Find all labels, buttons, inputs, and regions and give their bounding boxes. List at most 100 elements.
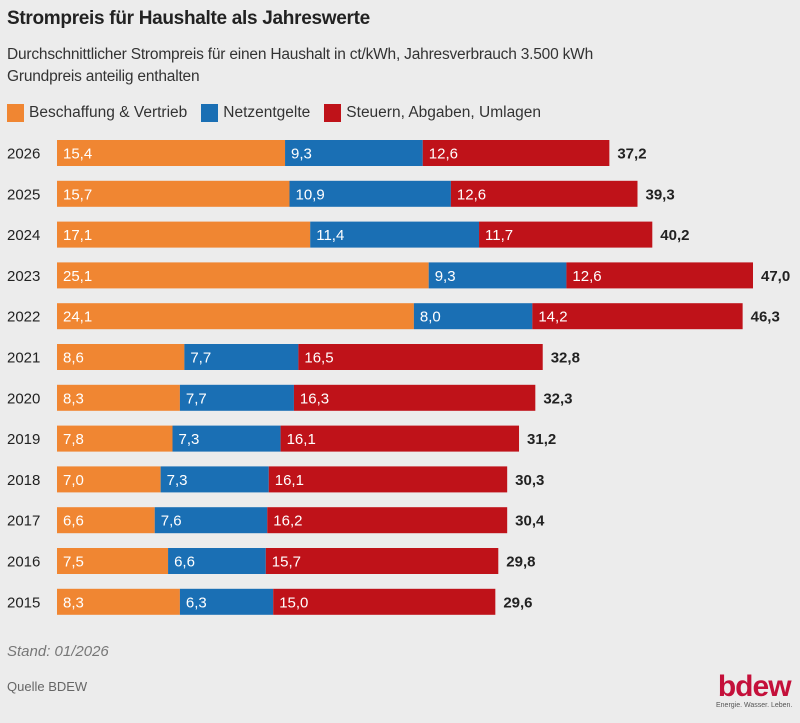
bar-segment	[57, 548, 169, 574]
data-label: 7,5	[63, 554, 84, 571]
bar-segment	[265, 548, 499, 574]
bar-segment	[532, 303, 743, 330]
bar-segment	[422, 140, 610, 166]
legend-label: Netzentgelte	[223, 104, 311, 121]
source-note: Quelle BDEW	[7, 679, 88, 694]
data-label: 7,7	[186, 390, 207, 407]
data-label: 10,9	[295, 186, 324, 203]
bar-segment	[450, 180, 638, 207]
bar-segment	[268, 466, 508, 493]
data-label: 15,0	[279, 594, 308, 611]
bar-segment	[280, 425, 520, 452]
bar-segment	[172, 425, 281, 452]
data-label: 8,0	[420, 309, 441, 326]
legend-label: Beschaffung & Vertrieb	[29, 104, 188, 121]
bar-segment	[479, 221, 653, 248]
bar-segment	[57, 384, 180, 411]
bar-segment	[428, 262, 567, 289]
data-label: 9,3	[291, 146, 312, 163]
total-label: 32,8	[551, 350, 580, 367]
bar-segment	[184, 344, 299, 370]
bar-segment	[57, 466, 161, 493]
bar-segment	[310, 221, 480, 248]
legend-item: Beschaffung & Vertrieb	[7, 104, 187, 122]
bar-segment	[413, 303, 533, 330]
bar-segment	[298, 344, 543, 370]
data-label: 8,3	[63, 594, 84, 611]
category-label: 2017	[7, 513, 40, 530]
bar-segment	[57, 221, 311, 248]
data-label: 8,3	[63, 390, 84, 407]
total-label: 46,3	[751, 309, 780, 326]
category-label: 2016	[7, 554, 40, 571]
legend-label: Steuern, Abgaben, Umlagen	[346, 104, 542, 121]
legend-swatch	[324, 104, 342, 122]
category-label: 2018	[7, 472, 40, 489]
total-label: 37,2	[617, 146, 646, 163]
data-label: 16,3	[300, 390, 329, 407]
bdew-logo: bdew Energie. Wasser. Leben.	[716, 670, 793, 710]
bar-segment	[57, 588, 180, 615]
category-label: 2020	[7, 390, 40, 407]
bar-segment	[57, 507, 155, 534]
bar-segment	[57, 303, 414, 330]
legend: Beschaffung & Vertrieb Netzentgelte Steuer…	[7, 104, 541, 122]
bar-chart: 2026 15,4 9,3 12,6 37,2 2025 15,7 10,9 12,6 39,3 2…	[7, 140, 790, 615]
data-label: 8,6	[63, 350, 84, 367]
data-label: 25,1	[63, 268, 92, 285]
total-label: 39,3	[645, 186, 674, 203]
bar-segment	[293, 384, 536, 411]
logo-word: bdew	[717, 670, 792, 703]
total-label: 40,2	[660, 227, 689, 244]
chart-subtitle-1: Durchschnittlicher Strompreis für einen …	[7, 46, 594, 63]
data-label: 15,7	[63, 186, 92, 203]
total-label: 29,8	[506, 554, 535, 571]
chart-subtitle-2: Grundpreis anteilig enthalten	[7, 68, 200, 85]
category-label: 2022	[7, 309, 40, 326]
data-label: 11,4	[316, 227, 344, 244]
data-label: 7,3	[179, 431, 200, 448]
data-label: 11,7	[485, 227, 513, 244]
data-label: 16,1	[275, 472, 304, 489]
data-label: 15,4	[63, 146, 92, 163]
data-label: 16,1	[287, 431, 316, 448]
bar-segment	[168, 548, 266, 574]
data-label: 7,0	[63, 472, 84, 489]
bar-segment	[289, 180, 451, 207]
data-label: 16,2	[273, 513, 302, 530]
total-label: 32,3	[543, 390, 572, 407]
data-label: 12,6	[457, 186, 486, 203]
total-label: 31,2	[527, 431, 556, 448]
bar-segment	[154, 507, 268, 534]
bar-segment	[566, 262, 753, 289]
data-label: 7,3	[167, 472, 188, 489]
data-label: 24,1	[63, 309, 92, 326]
bar-segment	[285, 140, 423, 166]
category-label: 2025	[7, 186, 40, 203]
data-label: 12,6	[429, 146, 458, 163]
data-label: 9,3	[435, 268, 456, 285]
bar-segment	[179, 588, 274, 615]
data-label: 15,7	[272, 554, 301, 571]
category-label: 2015	[7, 594, 40, 611]
bar-segment	[267, 507, 508, 534]
data-label: 12,6	[572, 268, 601, 285]
bar-segment	[57, 344, 185, 370]
total-label: 30,4	[515, 513, 545, 530]
bar-segment	[57, 425, 173, 452]
bar-segment	[57, 262, 429, 289]
data-label: 16,5	[304, 350, 333, 367]
bar-segment	[273, 588, 496, 615]
total-label: 30,3	[515, 472, 544, 489]
bar-segment	[160, 466, 269, 493]
data-label: 7,8	[63, 431, 84, 448]
data-label: 6,6	[174, 554, 195, 571]
logo-tagline: Energie. Wasser. Leben.	[716, 702, 793, 709]
chart-title: Strompreis für Haushalte als Jahreswerte	[7, 8, 370, 29]
bar-segment	[57, 140, 286, 166]
data-label: 6,6	[63, 513, 84, 530]
category-label: 2021	[7, 350, 40, 367]
legend-swatch	[201, 104, 219, 122]
category-label: 2023	[7, 268, 40, 285]
bar-segment	[179, 384, 294, 411]
